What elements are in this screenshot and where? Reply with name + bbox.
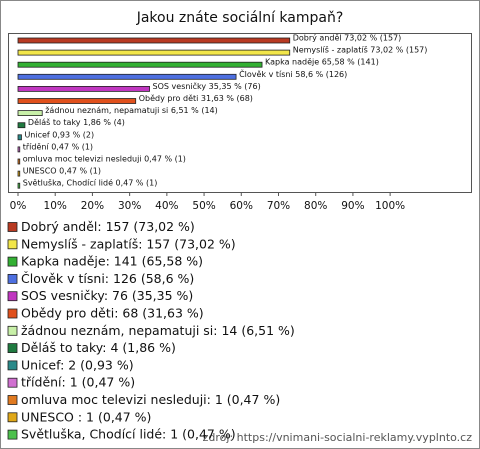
bar-label: třídění 0,47 % (1) <box>23 142 93 151</box>
bar-label: Světluška, Chodící lidé 0,47 % (1) <box>23 178 158 188</box>
legend-label: Světluška, Chodící lidé: 1 (0,47 %) <box>21 427 236 442</box>
bar <box>17 110 43 116</box>
legend-label: Unicef: 2 (0,93 %) <box>21 357 134 372</box>
legend-label: omluva moc televizi nesleduji: 1 (0,47 %… <box>21 392 280 407</box>
x-tick-label: 100% <box>375 200 405 212</box>
source: zdroj: https://vnimani-socialni-reklamy.… <box>203 431 473 444</box>
bar-label: Unicef 0,93 % (2) <box>24 130 94 139</box>
x-tick-label: 70% <box>267 200 290 212</box>
legend-swatch <box>7 325 18 336</box>
bar-label: Člověk v tísni 58,6 % (126) <box>239 68 347 79</box>
legend-swatch <box>7 256 18 267</box>
bar <box>17 98 137 104</box>
bar-label: žádnou neznám, nepamatuji si 6,51 % (14) <box>45 106 218 115</box>
bar <box>17 134 22 141</box>
legend-label: UNESCO : 1 (0,47 %) <box>21 409 151 424</box>
bar <box>17 73 237 80</box>
bar-label: SOS vesničky 35,35 % (76) <box>153 81 261 91</box>
bar <box>17 61 263 68</box>
x-tick-label: 40% <box>155 200 178 212</box>
legend-label: Obědy pro děti: 68 (31,63 %) <box>21 306 204 321</box>
bar <box>17 182 21 189</box>
legend-swatch <box>7 429 18 440</box>
legend-label: SOS vesničky: 76 (35,35 %) <box>21 288 193 303</box>
legend-swatch <box>7 360 18 371</box>
bar <box>17 49 291 56</box>
legend-swatch <box>7 412 18 423</box>
x-tick-label: 90% <box>341 200 364 212</box>
legend-label: žádnou neznám, nepamatuji si: 14 (6,51 %… <box>21 323 295 338</box>
legend-swatch <box>7 308 18 319</box>
x-tick-label: 80% <box>304 200 327 212</box>
bar-label: UNESCO 0,47 % (1) <box>23 167 101 176</box>
bar <box>17 158 21 165</box>
legend-swatch <box>7 377 18 388</box>
bar <box>17 86 150 92</box>
bar-label: Nemyslíš - zaplatíš 73,02 % (157) <box>293 45 428 55</box>
bar-label: Děláš to taky 1,86 % (4) <box>28 117 125 127</box>
legend-label: Děláš to taky: 4 (1,86 %) <box>21 340 176 355</box>
legend-label: Dobrý anděl: 157 (73,02 %) <box>21 219 195 234</box>
bar-label: omluva moc televizi nesleduji 0,47 % (1) <box>23 155 186 164</box>
bar-label: Obědy pro děti 31,63 % (68) <box>139 94 253 103</box>
bar-label: Dobrý anděl 73,02 % (157) <box>293 34 402 43</box>
x-tick-label: 0% <box>10 200 27 212</box>
plot-frame <box>8 33 472 193</box>
legend-swatch <box>7 291 18 302</box>
legend-label: Člověk v tísni: 126 (58,6 %) <box>21 271 194 286</box>
x-tick-label: 10% <box>44 200 67 212</box>
legend-swatch <box>7 273 18 284</box>
bar <box>17 122 26 129</box>
x-tick-label: 30% <box>118 200 141 212</box>
legend-swatch <box>7 395 18 405</box>
x-tick-label: 20% <box>81 200 104 212</box>
legend-label: Nemyslíš - zaplatíš: 157 (73,02 %) <box>21 236 236 251</box>
bar <box>17 146 21 153</box>
x-tick-label: 60% <box>230 200 253 212</box>
legend-label: třídění: 1 (0,47 %) <box>21 375 135 390</box>
x-tick-label: 50% <box>192 200 215 212</box>
legend-swatch <box>7 239 18 250</box>
bar-label: Kapka naděje 65,58 % (141) <box>265 58 379 67</box>
bar <box>17 37 291 44</box>
legend-swatch <box>7 222 18 232</box>
bar <box>17 170 21 177</box>
legend-swatch <box>7 343 18 354</box>
legend-label: Kapka naděje: 141 (65,58 %) <box>21 254 203 269</box>
chart-title: Jakou znáte sociální kampaň? <box>136 10 344 26</box>
